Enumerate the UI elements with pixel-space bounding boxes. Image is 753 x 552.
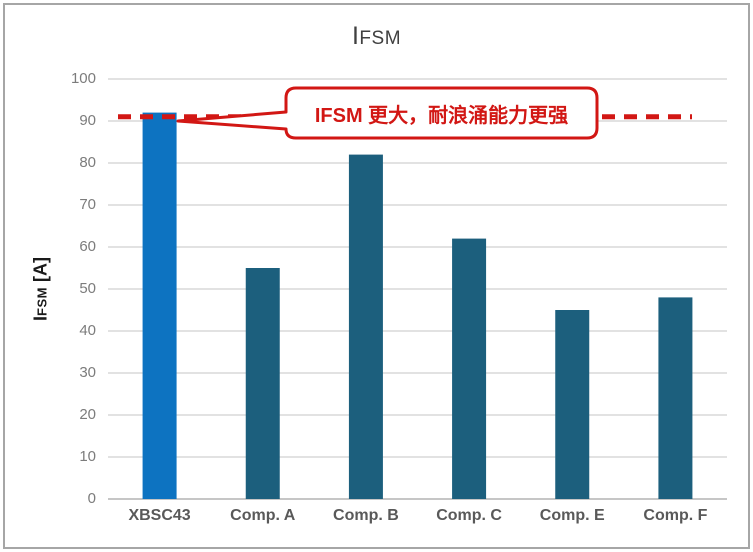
y-axis-title: IFSM [A] [31,257,52,321]
y-tick-label: 90 [79,112,96,129]
bar-comp-c [452,238,487,499]
y-axis-title-subscript: FSM [34,287,50,316]
y-tick-label: 100 [70,70,96,87]
y-tick-label: 30 [79,364,96,381]
x-category-label: Comp. F [643,507,708,524]
bar-comp-a [245,268,280,499]
x-category-label: Comp. E [539,507,605,524]
y-tick-label: 20 [79,406,96,423]
y-tick-label: 80 [79,154,96,171]
chart-title-prefix: I [351,22,360,50]
y-tick-label: 60 [79,238,96,255]
y-tick-label: 0 [87,490,96,507]
x-category-label: Comp. B [333,507,399,524]
x-category-label: Comp. A [230,507,296,524]
chart-title-rest: FSM [359,28,402,49]
x-category-label: XBSC43 [128,507,191,524]
bar-xbsc43 [142,112,177,499]
bar-comp-b [348,154,383,499]
y-tick-label: 70 [79,196,96,213]
y-tick-label: 50 [79,280,96,297]
y-tick-label: 10 [79,448,96,465]
y-axis-title-symbol: I [30,315,51,321]
x-category-label: Comp. C [436,507,502,524]
chart-title: IFSM [0,22,753,51]
y-tick-label: 40 [79,322,96,339]
callout-label: IFSM 更大，耐浪涌能力更强 [314,104,569,127]
bar-comp-f [658,297,693,499]
bar-comp-e [555,310,590,499]
y-axis-title-unit: [A] [30,257,51,288]
